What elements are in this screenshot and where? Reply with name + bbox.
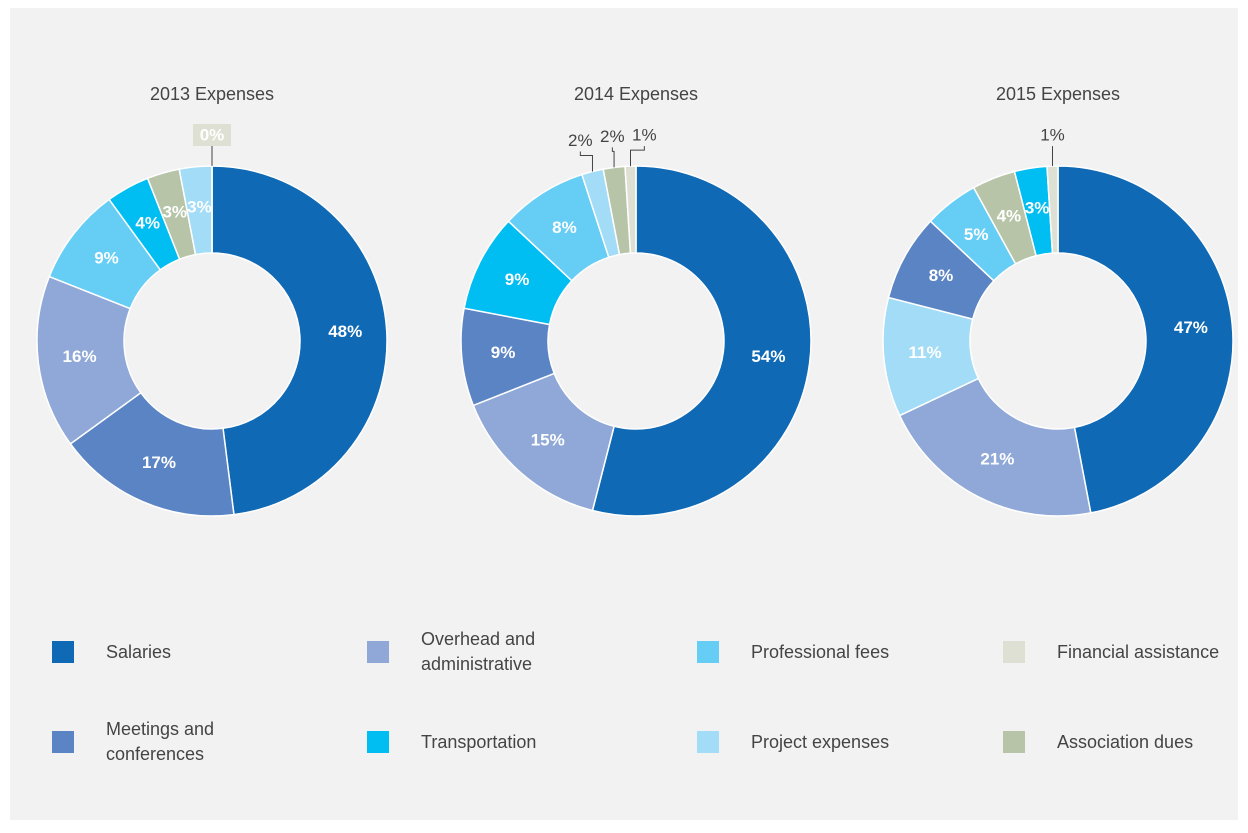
slice [591,165,812,517]
data-label: 9% [94,249,119,268]
legend-label: Association dues [1057,731,1194,752]
legend-item: Association dues [1003,717,1248,767]
legend-swatch [52,731,74,753]
legend-swatch [1003,641,1025,663]
data-label: 0% [200,125,225,144]
data-label: 8% [929,266,954,285]
slice [1057,165,1234,514]
legend-item: Professional fees [697,627,951,677]
legend-label: Overhead and administrative [421,629,536,674]
data-label: 3% [162,202,187,221]
data-label: 3% [187,198,212,217]
data-label: 2% [600,127,625,146]
data-label: 11% [909,343,942,362]
data-label: 4% [997,206,1022,225]
legend-label: Salaries [106,641,172,662]
data-label: 21% [980,449,1014,468]
leader-line [611,147,615,168]
legend-label: Financial assistance [1057,641,1220,662]
data-label: 1% [632,126,657,145]
legend-swatch [52,641,74,663]
legend-item: Overhead and administrative [367,627,561,677]
data-label: 9% [505,270,530,289]
chart-title: 2015 Expenses [996,84,1120,104]
chart-title: 2014 Expenses [574,84,698,104]
slice [624,165,637,254]
data-label: 16% [63,347,97,366]
slice [898,377,1092,517]
slice [1046,165,1059,254]
slice [211,165,388,516]
legend-swatch [367,731,389,753]
legend-item: Transportation [367,717,561,767]
data-label: 15% [531,431,565,450]
legend-label: Meetings and conferences [106,719,215,764]
data-label: 54% [751,347,785,366]
data-label: 8% [552,218,577,237]
legend-swatch [697,731,719,753]
chart-title: 2013 Expenses [150,84,274,104]
data-label: 5% [964,225,989,244]
legend-label: Professional fees [751,641,890,662]
legend-item: Meetings and conferences [52,717,236,767]
data-label: 47% [1174,318,1208,337]
legend-item: Salaries [52,627,236,677]
data-label: 1% [1040,126,1065,145]
legend-swatch [367,641,389,663]
legend-swatch [1003,731,1025,753]
data-label: 2% [568,131,593,150]
leader-line [579,151,593,172]
data-label: 17% [142,453,176,472]
legend-item: Project expenses [697,717,951,767]
leader-line [630,146,645,167]
legend-label: Transportation [421,731,537,752]
label-box [193,124,231,146]
data-label: 9% [491,343,516,362]
legend-swatch [697,641,719,663]
data-label: 48% [328,322,362,341]
data-label: 3% [1025,199,1050,218]
legend-item: Financial assistance [1003,627,1248,677]
legend-label: Project expenses [751,731,890,752]
panel: 2013 Expenses 48% 17% 16% 9% 4% 3% 3% 0% 2014 Exp… [10,8,1238,820]
data-label: 4% [135,213,160,232]
